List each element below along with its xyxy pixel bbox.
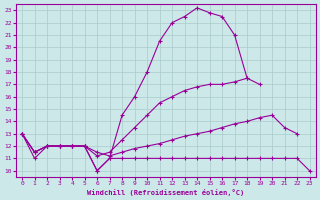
X-axis label: Windchill (Refroidissement éolien,°C): Windchill (Refroidissement éolien,°C) — [87, 189, 244, 196]
